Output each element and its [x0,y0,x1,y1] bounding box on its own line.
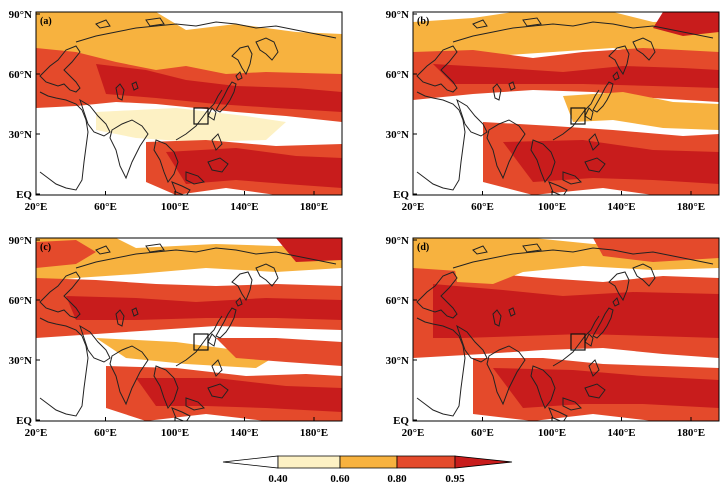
panel-frame [412,11,720,196]
x-tick-label: 140°E [230,201,258,213]
y-tick-label: EQ [16,415,32,427]
x-tick-label: 20°E [402,427,425,439]
x-tick-label: 100°E [538,201,566,213]
shaded-region [166,148,342,188]
colorbar-label: 0.80 [387,473,407,485]
panel-frame [412,237,720,422]
panel-frame [35,11,343,196]
shaded-region [563,92,719,130]
y-tick-label: EQ [16,189,32,201]
x-tick-label: 60°E [94,427,117,439]
study-region-box [193,107,209,125]
shaded-region [593,238,719,262]
y-tick-label: 60°N [9,69,32,81]
x-tick-label: 100°E [538,427,566,439]
x-tick-label: 20°E [402,201,425,213]
y-tick-label: 30°N [386,355,409,367]
y-tick-label: 90°N [386,235,409,247]
y-tick-label: EQ [393,415,409,427]
panel-label: (c) [40,242,51,253]
panel-label: (b) [417,16,429,27]
study-region-box [193,333,209,351]
colorbar-segment [277,455,341,469]
y-tick-label: 90°N [9,235,32,247]
y-tick-label: 60°N [386,69,409,81]
x-tick-label: 180°E [677,427,705,439]
shaded-region [66,296,342,320]
y-tick-label: 30°N [9,355,32,367]
y-tick-label: 90°N [386,9,409,21]
x-tick-label: 60°E [94,201,117,213]
colorbar-segment [339,455,398,469]
x-tick-label: 140°E [230,427,258,439]
x-tick-label: 100°E [161,201,189,213]
shaded-region [433,284,719,338]
x-tick-label: 20°E [25,427,48,439]
y-tick-label: 30°N [9,129,32,141]
x-tick-label: 140°E [607,427,635,439]
study-region-box [570,333,586,351]
shading-layer [36,12,342,195]
y-tick-label: EQ [393,189,409,201]
shaded-region [96,338,276,368]
x-tick-label: 140°E [607,201,635,213]
shaded-region [36,82,72,102]
y-tick-label: 60°N [386,295,409,307]
x-tick-label: 180°E [677,201,705,213]
shaded-region [503,140,719,184]
shaded-region [433,64,719,88]
shaded-region [413,12,719,60]
shading-layer [413,238,719,421]
shaded-region [96,64,342,112]
shaded-region [96,108,286,142]
shaded-region [136,378,342,412]
panel-label: (d) [417,242,429,253]
y-tick-label: 30°N [386,129,409,141]
colorbar: 0.40 0.60 0.80 0.95 [222,455,513,485]
colorbar-label: 0.60 [330,473,350,485]
x-tick-label: 100°E [161,427,189,439]
colorbar-label: 0.95 [445,473,465,485]
shaded-region [493,368,719,408]
x-tick-label: 60°E [471,201,494,213]
y-tick-label: 90°N [9,9,32,21]
x-tick-label: 180°E [300,427,328,439]
x-tick-label: 60°E [471,427,494,439]
colorbar-label: 0.40 [268,473,288,485]
panel-label: (a) [40,16,52,27]
x-tick-label: 180°E [300,201,328,213]
shaded-region [216,338,342,366]
shading-layer [413,12,719,195]
shaded-region [36,238,342,282]
shading-layer [36,238,342,421]
shaded-region [36,240,96,268]
panel-frame [35,237,343,422]
colorbar-segment [454,455,513,469]
study-region-box [570,107,586,125]
colorbar-segment [396,455,456,469]
colorbar-segment [222,455,279,469]
x-tick-label: 20°E [25,201,48,213]
shaded-region [653,12,719,36]
y-tick-label: 60°N [9,295,32,307]
shaded-region [276,238,342,262]
